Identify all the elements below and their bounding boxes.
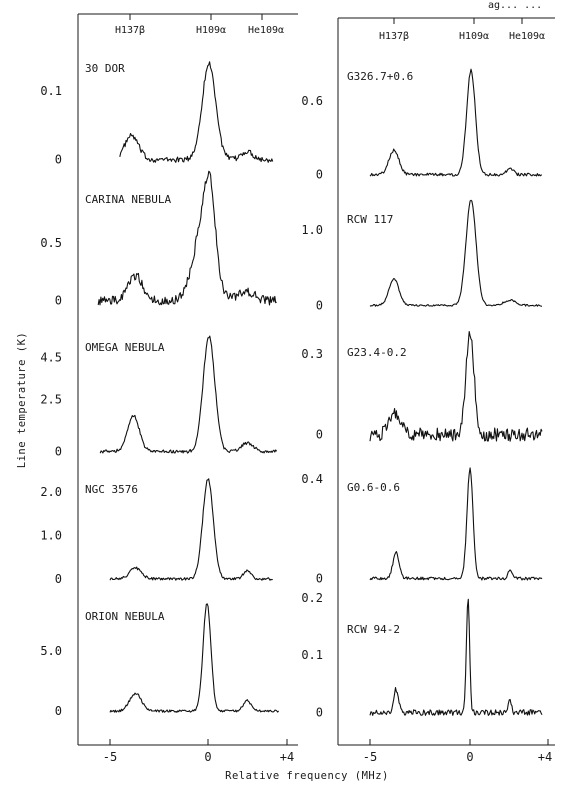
label-he109a-right: He109α [509, 31, 545, 42]
spectrum-panels: 30 DOR 0.1 0 CARINA NEBULA 0.5 0 OMEGA NEBULA 4… [40, 61, 543, 720]
spectrum-trace [109, 603, 280, 713]
left-transition-labels: H137β H109α He109α [115, 14, 284, 36]
y-tick-label: 0.1 [40, 84, 62, 98]
y-tick-label: 4.5 [40, 351, 62, 365]
right-xtick-0: 0 [466, 750, 473, 764]
right-column-frame [337, 17, 555, 745]
spectrum-trace [109, 478, 273, 581]
spectrum-trace [369, 598, 543, 716]
right-xtick-minus5: -5 [363, 750, 377, 764]
spectrum-trace [369, 331, 543, 442]
x-axis-label: Relative frequency (MHz) [225, 770, 389, 782]
left-x-axis: -5 0 +4 [78, 739, 298, 764]
y-tick-label: 0 [316, 706, 323, 720]
spectrum-trace [99, 335, 278, 454]
panel-label: G326.7+0.6 [347, 70, 413, 83]
right-transition-labels: H137β H109α He109α [379, 18, 545, 42]
panel-label: OMEGA NEBULA [85, 341, 165, 354]
left-xtick-minus5: -5 [103, 750, 117, 764]
right-x-axis: -5 0 +4 [338, 739, 555, 764]
y-axis-label: Line temperature (K) [16, 332, 28, 468]
label-h109a-left: H109α [196, 25, 226, 36]
y-tick-label: 0 [55, 153, 62, 167]
y-tick-label: 0.3 [301, 347, 323, 361]
y-tick-label: 0 [316, 298, 323, 312]
y-tick-label: 0.5 [40, 236, 62, 250]
label-h137b-left: H137β [115, 25, 145, 36]
spectrum-trace [369, 199, 543, 307]
top-right-fragment: ag... ... [488, 0, 542, 11]
y-tick-label: 0 [55, 445, 62, 459]
y-tick-label: 1.0 [40, 529, 62, 543]
y-tick-label: 0 [55, 704, 62, 718]
y-tick-label: 0.2 [301, 591, 323, 605]
panel-label: RCW 94-2 [347, 623, 400, 636]
spectrum-trace [97, 170, 277, 306]
panel-label: G0.6-0.6 [347, 481, 400, 494]
y-tick-label: 0 [55, 572, 62, 586]
panel-label: NGC 3576 [85, 483, 138, 496]
left-xtick-0: 0 [204, 750, 211, 764]
y-tick-label: 0 [55, 294, 62, 308]
spectrum-trace [119, 61, 274, 163]
y-tick-label: 0.4 [301, 472, 323, 486]
right-xtick-plus4: +4 [538, 750, 552, 764]
y-tick-label: 0 [316, 428, 323, 442]
y-tick-label: 0 [316, 572, 323, 586]
y-tick-label: 2.0 [40, 485, 62, 499]
y-tick-label: 5.0 [40, 644, 62, 658]
panel-label: RCW 117 [347, 213, 393, 226]
y-tick-label: 0.6 [301, 94, 323, 108]
label-h109a-right: H109α [459, 31, 489, 42]
label-h137b-right: H137β [379, 31, 409, 42]
y-tick-label: 1.0 [301, 223, 323, 237]
left-xtick-plus4: +4 [280, 750, 294, 764]
spectrum-trace [369, 467, 543, 581]
panel-label: 30 DOR [85, 62, 125, 75]
spectrum-trace [369, 68, 542, 177]
y-tick-label: 0 [316, 168, 323, 182]
left-column-frame [77, 13, 298, 745]
panel-label: CARINA NEBULA [85, 193, 171, 206]
y-tick-label: 2.5 [40, 392, 62, 406]
panel-label: G23.4-0.2 [347, 346, 407, 359]
y-tick-label: 0.1 [301, 648, 323, 662]
panel-label: ORION NEBULA [85, 610, 165, 623]
label-he109a-left: He109α [248, 25, 284, 36]
